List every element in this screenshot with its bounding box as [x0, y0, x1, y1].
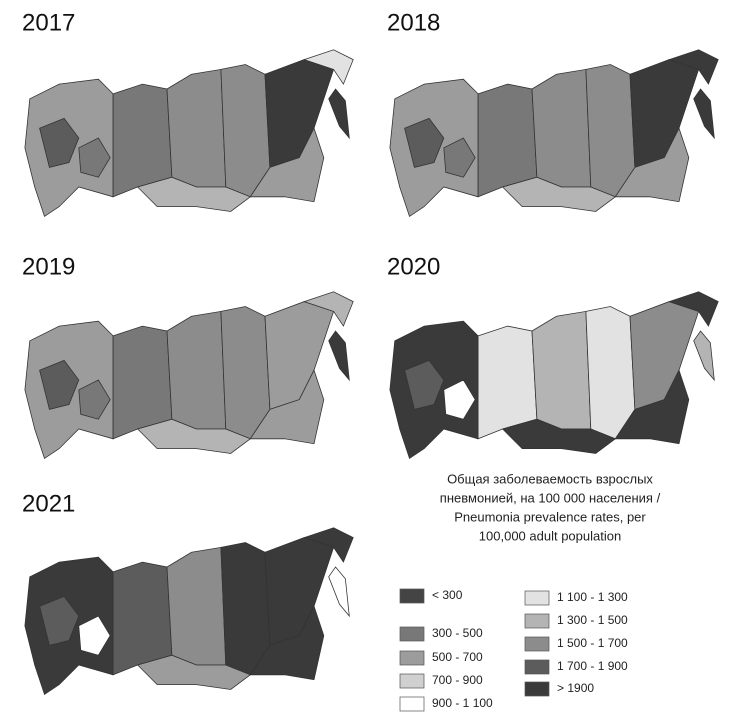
legend-label: > 1900 [557, 681, 594, 695]
region [531, 310, 592, 430]
legend-label: 1 700 - 1 900 [557, 659, 628, 673]
region [78, 137, 111, 178]
region [328, 88, 350, 140]
region [136, 654, 252, 690]
region [443, 379, 476, 420]
map [24, 527, 354, 696]
region [501, 418, 617, 454]
region [249, 369, 325, 445]
legend-label: 300 - 500 [432, 626, 483, 640]
region [667, 291, 719, 327]
map-year: 2020 [387, 253, 440, 280]
region [220, 306, 271, 440]
region [328, 566, 350, 618]
region [404, 117, 445, 168]
region [166, 546, 227, 666]
region [585, 306, 636, 440]
legend-swatch [399, 650, 425, 666]
map-year: 2021 [22, 490, 75, 517]
region [404, 359, 445, 410]
legend-swatch [524, 590, 550, 606]
region [443, 137, 476, 178]
region [220, 542, 271, 676]
region [667, 49, 719, 85]
region [249, 605, 325, 681]
legend-label: 900 - 1 100 [432, 696, 493, 710]
region [166, 310, 227, 430]
legend-label: 700 - 900 [432, 673, 483, 687]
region [302, 527, 354, 563]
legend-label: 1 500 - 1 700 [557, 636, 628, 650]
legend-title: Pneumonia prevalence rates, per [454, 509, 646, 524]
legend-swatch [524, 659, 550, 675]
region [39, 595, 80, 646]
legend-swatch [524, 681, 550, 697]
legend-swatch [524, 613, 550, 629]
legend-swatch [399, 588, 425, 604]
region [136, 176, 252, 212]
map [389, 291, 719, 460]
map [24, 291, 354, 460]
region [693, 330, 715, 382]
legend-label: 500 - 700 [432, 650, 483, 664]
legend-title: 100,000 adult population [479, 528, 621, 543]
legend-label: < 300 [432, 588, 463, 602]
legend-swatch [399, 626, 425, 642]
region [302, 291, 354, 327]
map-year: 2017 [22, 9, 75, 36]
region [136, 418, 252, 454]
legend-swatch [399, 696, 425, 712]
region [39, 117, 80, 168]
map [24, 49, 354, 218]
map-year: 2018 [387, 9, 440, 36]
region [501, 176, 617, 212]
region [78, 615, 111, 656]
region [531, 68, 592, 188]
region [585, 64, 636, 198]
region [220, 64, 271, 198]
map-year: 2019 [22, 253, 75, 280]
region [39, 359, 80, 410]
legend-swatch [524, 636, 550, 652]
map [389, 49, 719, 218]
region [693, 88, 715, 140]
region [78, 379, 111, 420]
legend-swatch [399, 673, 425, 689]
region [302, 49, 354, 85]
legend-label: 1 100 - 1 300 [557, 590, 628, 604]
region [614, 127, 690, 203]
region [614, 369, 690, 445]
region [249, 127, 325, 203]
legend-label: 1 300 - 1 500 [557, 613, 628, 627]
region [328, 330, 350, 382]
legend-title: пневмонией, на 100 000 населения / [440, 490, 661, 505]
region [166, 68, 227, 188]
legend-title: Общая заболеваемость взрослых [447, 471, 653, 486]
